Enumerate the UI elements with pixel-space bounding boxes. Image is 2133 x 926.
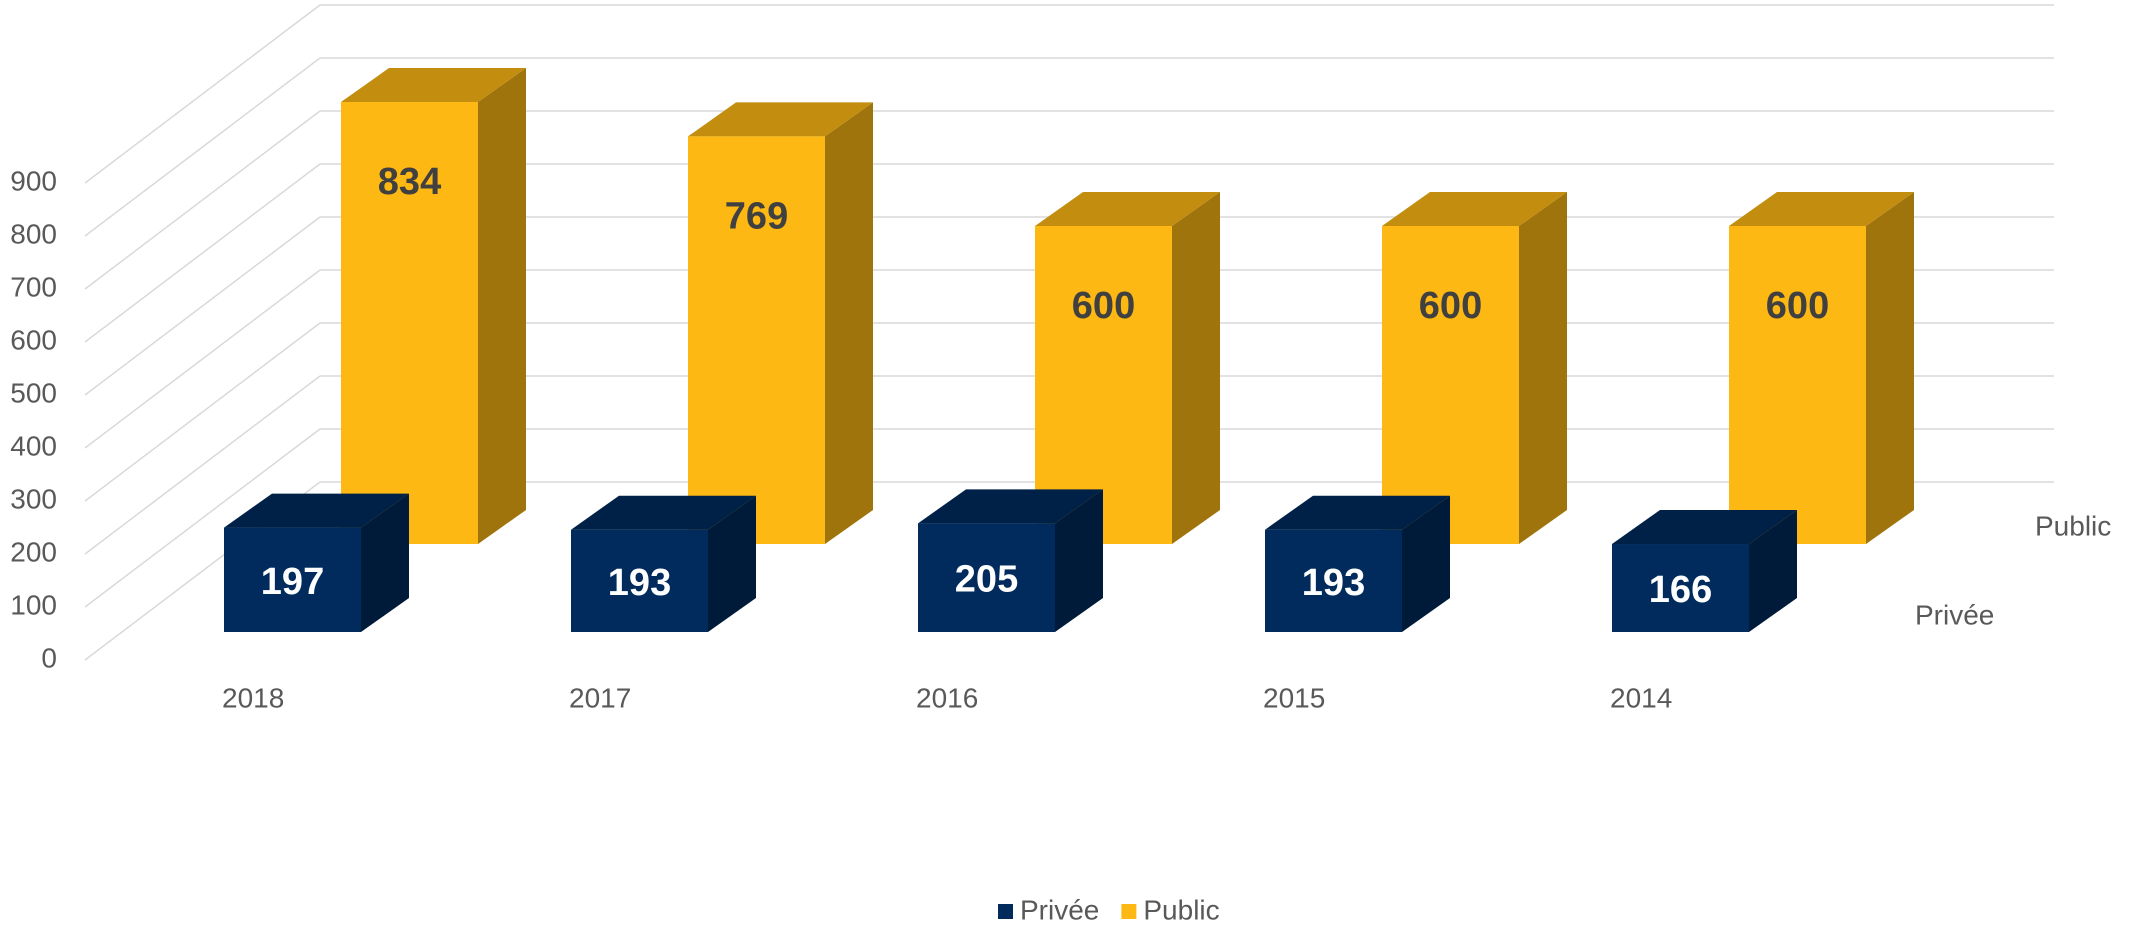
- grid-line: [84, 428, 321, 608]
- grid-line: [84, 375, 321, 555]
- y-tick-label: 700: [10, 271, 57, 302]
- grid-line: [84, 57, 321, 237]
- bar-side: [361, 493, 409, 632]
- data-label: 205: [955, 559, 1018, 601]
- y-tick-label: 900: [10, 165, 57, 196]
- bar-side: [708, 495, 756, 632]
- bar-side: [825, 102, 873, 545]
- data-label: 166: [1649, 569, 1712, 611]
- bar-top: [1035, 192, 1220, 226]
- grid-line: [84, 110, 321, 290]
- legend-label: Public: [1143, 894, 1219, 925]
- bar: [1612, 544, 1749, 632]
- x-tick-label: 2018: [222, 682, 284, 713]
- y-tick-label: 600: [10, 324, 57, 355]
- y-tick-label: 0: [41, 642, 57, 673]
- data-label: 600: [1072, 285, 1135, 327]
- bar: [1265, 529, 1402, 632]
- data-label: 197: [261, 561, 324, 603]
- bar-top: [1612, 510, 1797, 545]
- grid-line: [84, 322, 321, 502]
- y-tick-label: 100: [10, 589, 57, 620]
- bar-top: [341, 67, 526, 102]
- data-label: 834: [378, 161, 441, 203]
- bar-side: [1749, 510, 1797, 632]
- bar-top: [571, 495, 756, 530]
- bar-top: [1382, 192, 1567, 226]
- bar: [918, 523, 1055, 632]
- bar-side: [1055, 489, 1103, 632]
- depth-label: Public: [2035, 510, 2111, 541]
- bar: [341, 101, 478, 544]
- bar-side: [478, 67, 526, 544]
- bar-side: [1402, 495, 1450, 632]
- data-label: 600: [1419, 285, 1482, 327]
- bar: [688, 136, 825, 544]
- bar-side: [1172, 192, 1220, 544]
- bar: [224, 527, 361, 632]
- bar-top: [918, 489, 1103, 524]
- legend-label: Privée: [1020, 894, 1099, 925]
- depth-label: Privée: [1915, 599, 1994, 630]
- y-tick-label: 500: [10, 377, 57, 408]
- grid-line: [84, 163, 321, 343]
- bar: [571, 529, 708, 632]
- grid-line: [84, 4, 321, 184]
- bar-top: [1729, 192, 1914, 226]
- grid-line: [84, 269, 321, 449]
- bar-top: [1265, 495, 1450, 530]
- x-tick-label: 2014: [1610, 682, 1672, 713]
- grid-line: [84, 216, 321, 396]
- bar-side: [1866, 192, 1914, 544]
- data-label: 193: [1302, 562, 1365, 604]
- x-tick-label: 2015: [1263, 682, 1325, 713]
- data-label: 600: [1766, 285, 1829, 327]
- y-tick-label: 800: [10, 218, 57, 249]
- bar: [1382, 226, 1519, 544]
- bar-side: [1519, 192, 1567, 544]
- y-tick-label: 300: [10, 483, 57, 514]
- bar-top: [224, 493, 409, 528]
- legend-swatch: [1121, 904, 1137, 919]
- y-tick-label: 400: [10, 430, 57, 461]
- data-label: 193: [608, 562, 671, 604]
- x-tick-label: 2017: [569, 682, 631, 713]
- bar: [1729, 226, 1866, 544]
- data-label: 769: [725, 195, 788, 237]
- y-tick-label: 200: [10, 536, 57, 567]
- bar-top: [688, 102, 873, 137]
- legend-swatch: [998, 904, 1013, 919]
- x-tick-label: 2016: [916, 682, 978, 713]
